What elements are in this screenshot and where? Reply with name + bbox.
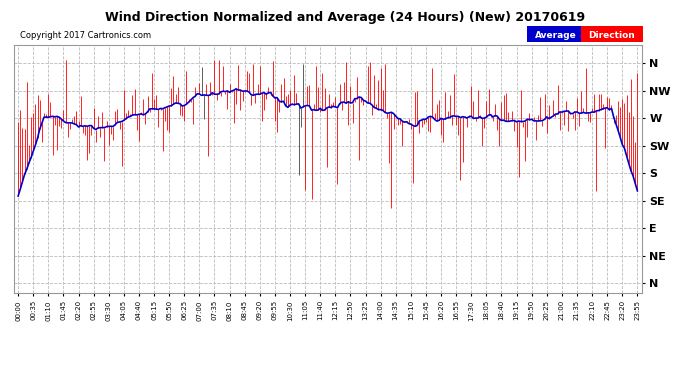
Text: Direction: Direction — [589, 31, 635, 40]
FancyBboxPatch shape — [527, 26, 583, 42]
FancyBboxPatch shape — [581, 26, 643, 42]
Text: Average: Average — [535, 31, 576, 40]
Text: Copyright 2017 Cartronics.com: Copyright 2017 Cartronics.com — [20, 31, 151, 40]
Text: Wind Direction Normalized and Average (24 Hours) (New) 20170619: Wind Direction Normalized and Average (2… — [105, 11, 585, 24]
